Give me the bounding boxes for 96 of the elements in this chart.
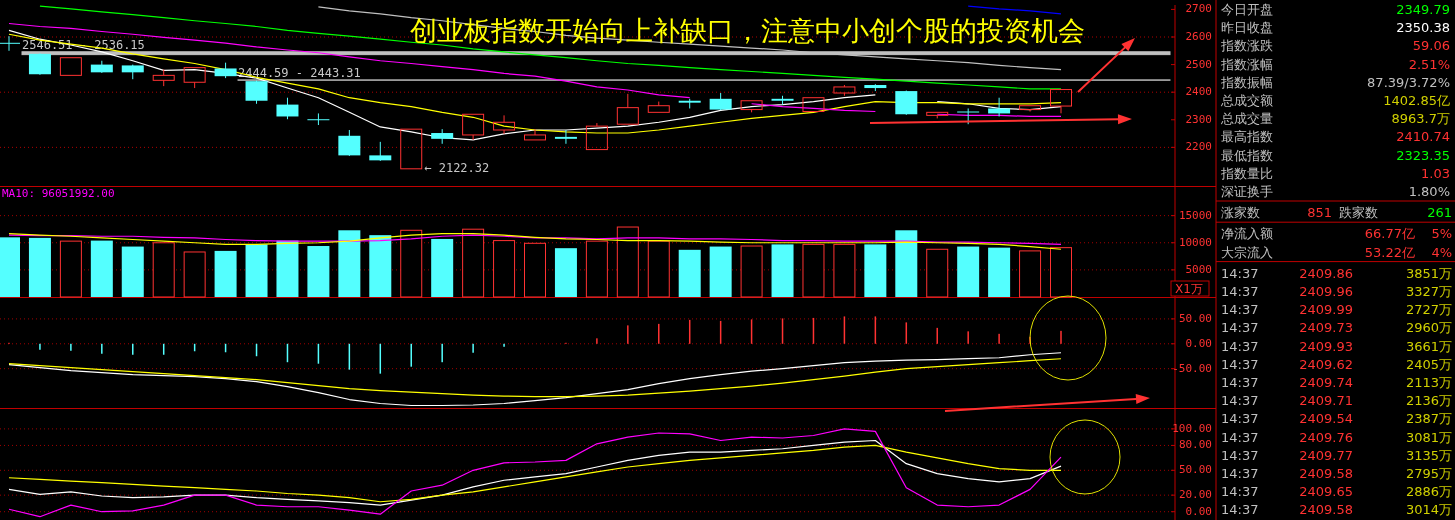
y-axis-title: X1万 [1175, 282, 1203, 296]
text: 14:37 [1221, 338, 1259, 354]
text: 3327万 [1405, 284, 1452, 299]
text: 14:37 [1221, 466, 1259, 481]
text: 14:37 [1221, 356, 1259, 372]
text: 14:37 [1221, 484, 1259, 500]
text: 2.51% [1408, 56, 1450, 72]
text: 2409.58 [1299, 466, 1353, 481]
text: 2409.73 [1299, 320, 1353, 336]
text: 2409.93 [1299, 338, 1353, 354]
text: 66.77亿 [1364, 226, 1415, 242]
text: 1.03 [1421, 165, 1450, 181]
y-tick-label: 2400 [1185, 85, 1212, 99]
text: 昨日收盘 [1221, 20, 1273, 36]
text: 2409.74 [1299, 375, 1353, 390]
text: 2409.86 [1299, 265, 1353, 281]
text: 2409.62 [1299, 356, 1353, 372]
text: 2409.54 [1299, 411, 1353, 427]
text: 总成交额 [1221, 93, 1273, 108]
y-tick-label: 20.00 [1178, 488, 1212, 502]
text: 8963.7万 [1391, 111, 1450, 127]
text: 2409.96 [1299, 284, 1353, 299]
text: 1.80% [1408, 184, 1450, 199]
text: 指数振幅 [1221, 74, 1273, 90]
text: 2409.58 [1299, 502, 1353, 518]
y-tick-label: 2300 [1185, 112, 1212, 126]
text: 总成交量 [1221, 111, 1273, 127]
text: 2795万 [1405, 466, 1452, 481]
y-tick-label: 80.00 [1178, 438, 1212, 452]
text: 87.39/3.72% [1367, 74, 1450, 90]
y-tick-label: 100.00 [1172, 421, 1212, 435]
text: 851 [1307, 205, 1332, 221]
text: 3661万 [1405, 338, 1452, 354]
text: 14:37 [1221, 447, 1259, 463]
text: 14:37 [1221, 411, 1259, 427]
text: 涨家数 [1221, 205, 1260, 221]
text: 2405万 [1405, 356, 1452, 372]
band-label: 2444.59 - 2443.31 [238, 65, 361, 80]
text: 2387万 [1405, 411, 1452, 427]
annotation: ← 2122.32 [424, 161, 490, 176]
text: 2350.38 [1396, 20, 1450, 36]
text: 3081万 [1405, 429, 1452, 445]
y-tick-label: 2700 [1185, 2, 1212, 16]
text: 指数量比 [1221, 165, 1273, 181]
y-tick-label: 2600 [1185, 30, 1212, 44]
y-tick-label: -50.00 [1172, 361, 1212, 375]
text: 14:37 [1221, 284, 1259, 299]
y-tick-label: 50.00 [1178, 311, 1212, 325]
text: 261 [1427, 205, 1452, 221]
text: 3135万 [1405, 447, 1452, 463]
text: 净流入额 [1221, 226, 1273, 242]
text: 2727万 [1405, 302, 1452, 318]
text: 3851万 [1405, 265, 1452, 281]
y-tick-label: 0.00 [1185, 336, 1212, 350]
text: 14:37 [1221, 375, 1259, 390]
text: 2113万 [1405, 375, 1452, 390]
text: 2323.35 [1396, 147, 1450, 163]
text: 深证换手 [1221, 184, 1273, 199]
y-tick-label: 50.00 [1178, 463, 1212, 477]
annotation: MA10: 96051992.00 [2, 187, 115, 200]
text: 2409.65 [1299, 484, 1353, 500]
y-tick-label: 15000 [1178, 208, 1212, 222]
band-label: 2546.51 - 2536.15 [22, 37, 145, 52]
text: 3014万 [1405, 502, 1452, 518]
text: 2349.79 [1396, 2, 1450, 17]
text: 最低指数 [1221, 147, 1273, 163]
text: 14:37 [1221, 302, 1259, 318]
text: 跌家数 [1339, 205, 1378, 221]
text: 最高指数 [1221, 129, 1273, 145]
text: 2409.71 [1299, 393, 1353, 409]
y-tick-label: 5000 [1185, 262, 1212, 276]
text: 2886万 [1405, 484, 1452, 500]
text: 2409.77 [1299, 447, 1353, 463]
text: 指数涨跌 [1221, 38, 1273, 54]
text: 大宗流入 [1221, 244, 1273, 260]
y-tick-label: 10000 [1178, 235, 1212, 249]
text: 5% [1431, 226, 1452, 242]
y-tick-label: 2200 [1185, 140, 1212, 154]
text: 14:37 [1221, 429, 1259, 445]
text: 14:37 [1221, 265, 1259, 281]
text: 2136万 [1405, 393, 1452, 409]
text: 2409.99 [1299, 302, 1353, 318]
text: 4% [1431, 244, 1452, 260]
text: 2960万 [1405, 320, 1452, 336]
text: 14:37 [1221, 320, 1259, 336]
text: 指数涨幅 [1221, 56, 1273, 72]
text: 14:37 [1221, 502, 1259, 518]
text: 今日开盘 [1221, 2, 1273, 17]
y-tick-label: 2500 [1185, 57, 1212, 71]
text: 2409.76 [1299, 429, 1353, 445]
text: 14:37 [1221, 393, 1259, 409]
text: 1402.85亿 [1383, 93, 1450, 108]
text: 2410.74 [1396, 129, 1450, 145]
y-tick-label: 0.00 [1185, 504, 1212, 518]
text: 59.06 [1412, 38, 1450, 54]
text: 53.22亿 [1364, 244, 1415, 260]
